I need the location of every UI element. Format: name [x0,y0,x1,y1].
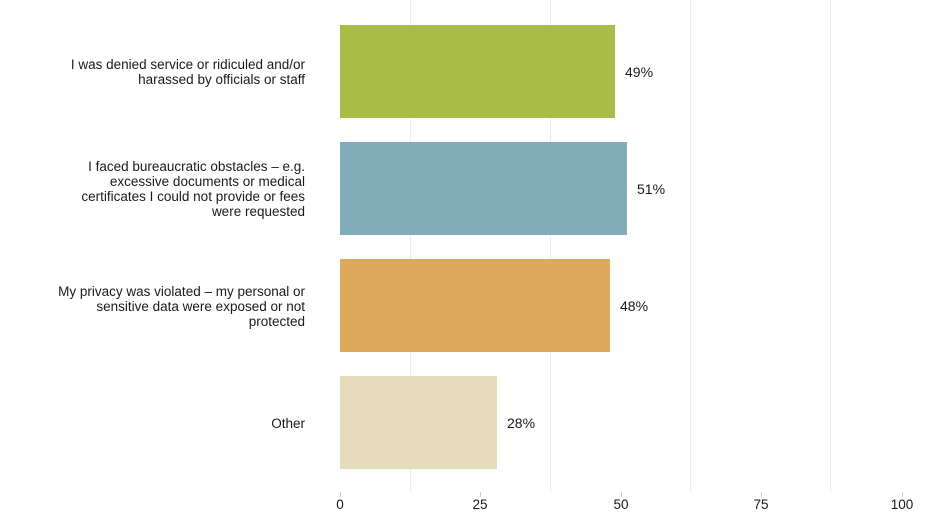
bar-bureaucratic-obstacles[interactable] [340,142,627,235]
label-line: certificates I could not provide or fees [81,189,305,204]
label-line: I faced bureaucratic obstacles – e.g. [88,159,305,174]
category-label-bureaucratic-obstacles: I faced bureaucratic obstacles – e.g. ex… [5,159,305,219]
x-tick [761,492,762,497]
label-line: protected [248,314,305,329]
gridline [410,0,411,492]
x-tick-label: 25 [472,497,488,512]
category-label-denied-service: I was denied service or ridiculed and/or… [5,57,305,87]
category-label-other: Other [5,416,305,431]
label-line: Other [271,416,305,431]
value-label: 51% [637,181,666,197]
label-line: were requested [211,204,305,219]
bar-privacy-violated[interactable] [340,259,610,352]
x-tick [480,492,481,497]
value-label: 48% [620,298,649,314]
x-tick [621,492,622,497]
x-tick [902,492,903,497]
label-line: harassed by officials or staff [138,72,305,87]
label-line: sensitive data were exposed or not [96,299,305,314]
x-tick-label: 100 [890,497,914,512]
value-label: 28% [507,415,536,431]
gridline [690,0,691,492]
label-line: I was denied service or ridiculed and/or [70,57,305,72]
value-label: 49% [625,64,654,80]
bar-other[interactable] [340,376,497,469]
label-line: My privacy was violated – my personal or [58,284,305,299]
category-label-privacy-violated: My privacy was violated – my personal or… [5,284,305,329]
gridline [550,0,551,492]
label-line: excessive documents or medical [109,174,305,189]
x-tick-label: 75 [753,497,769,512]
bar-denied-service[interactable] [340,25,615,118]
x-tick-label: 50 [613,497,629,512]
x-tick [340,492,341,497]
x-tick-label: 0 [336,497,344,512]
gridline [830,0,831,492]
